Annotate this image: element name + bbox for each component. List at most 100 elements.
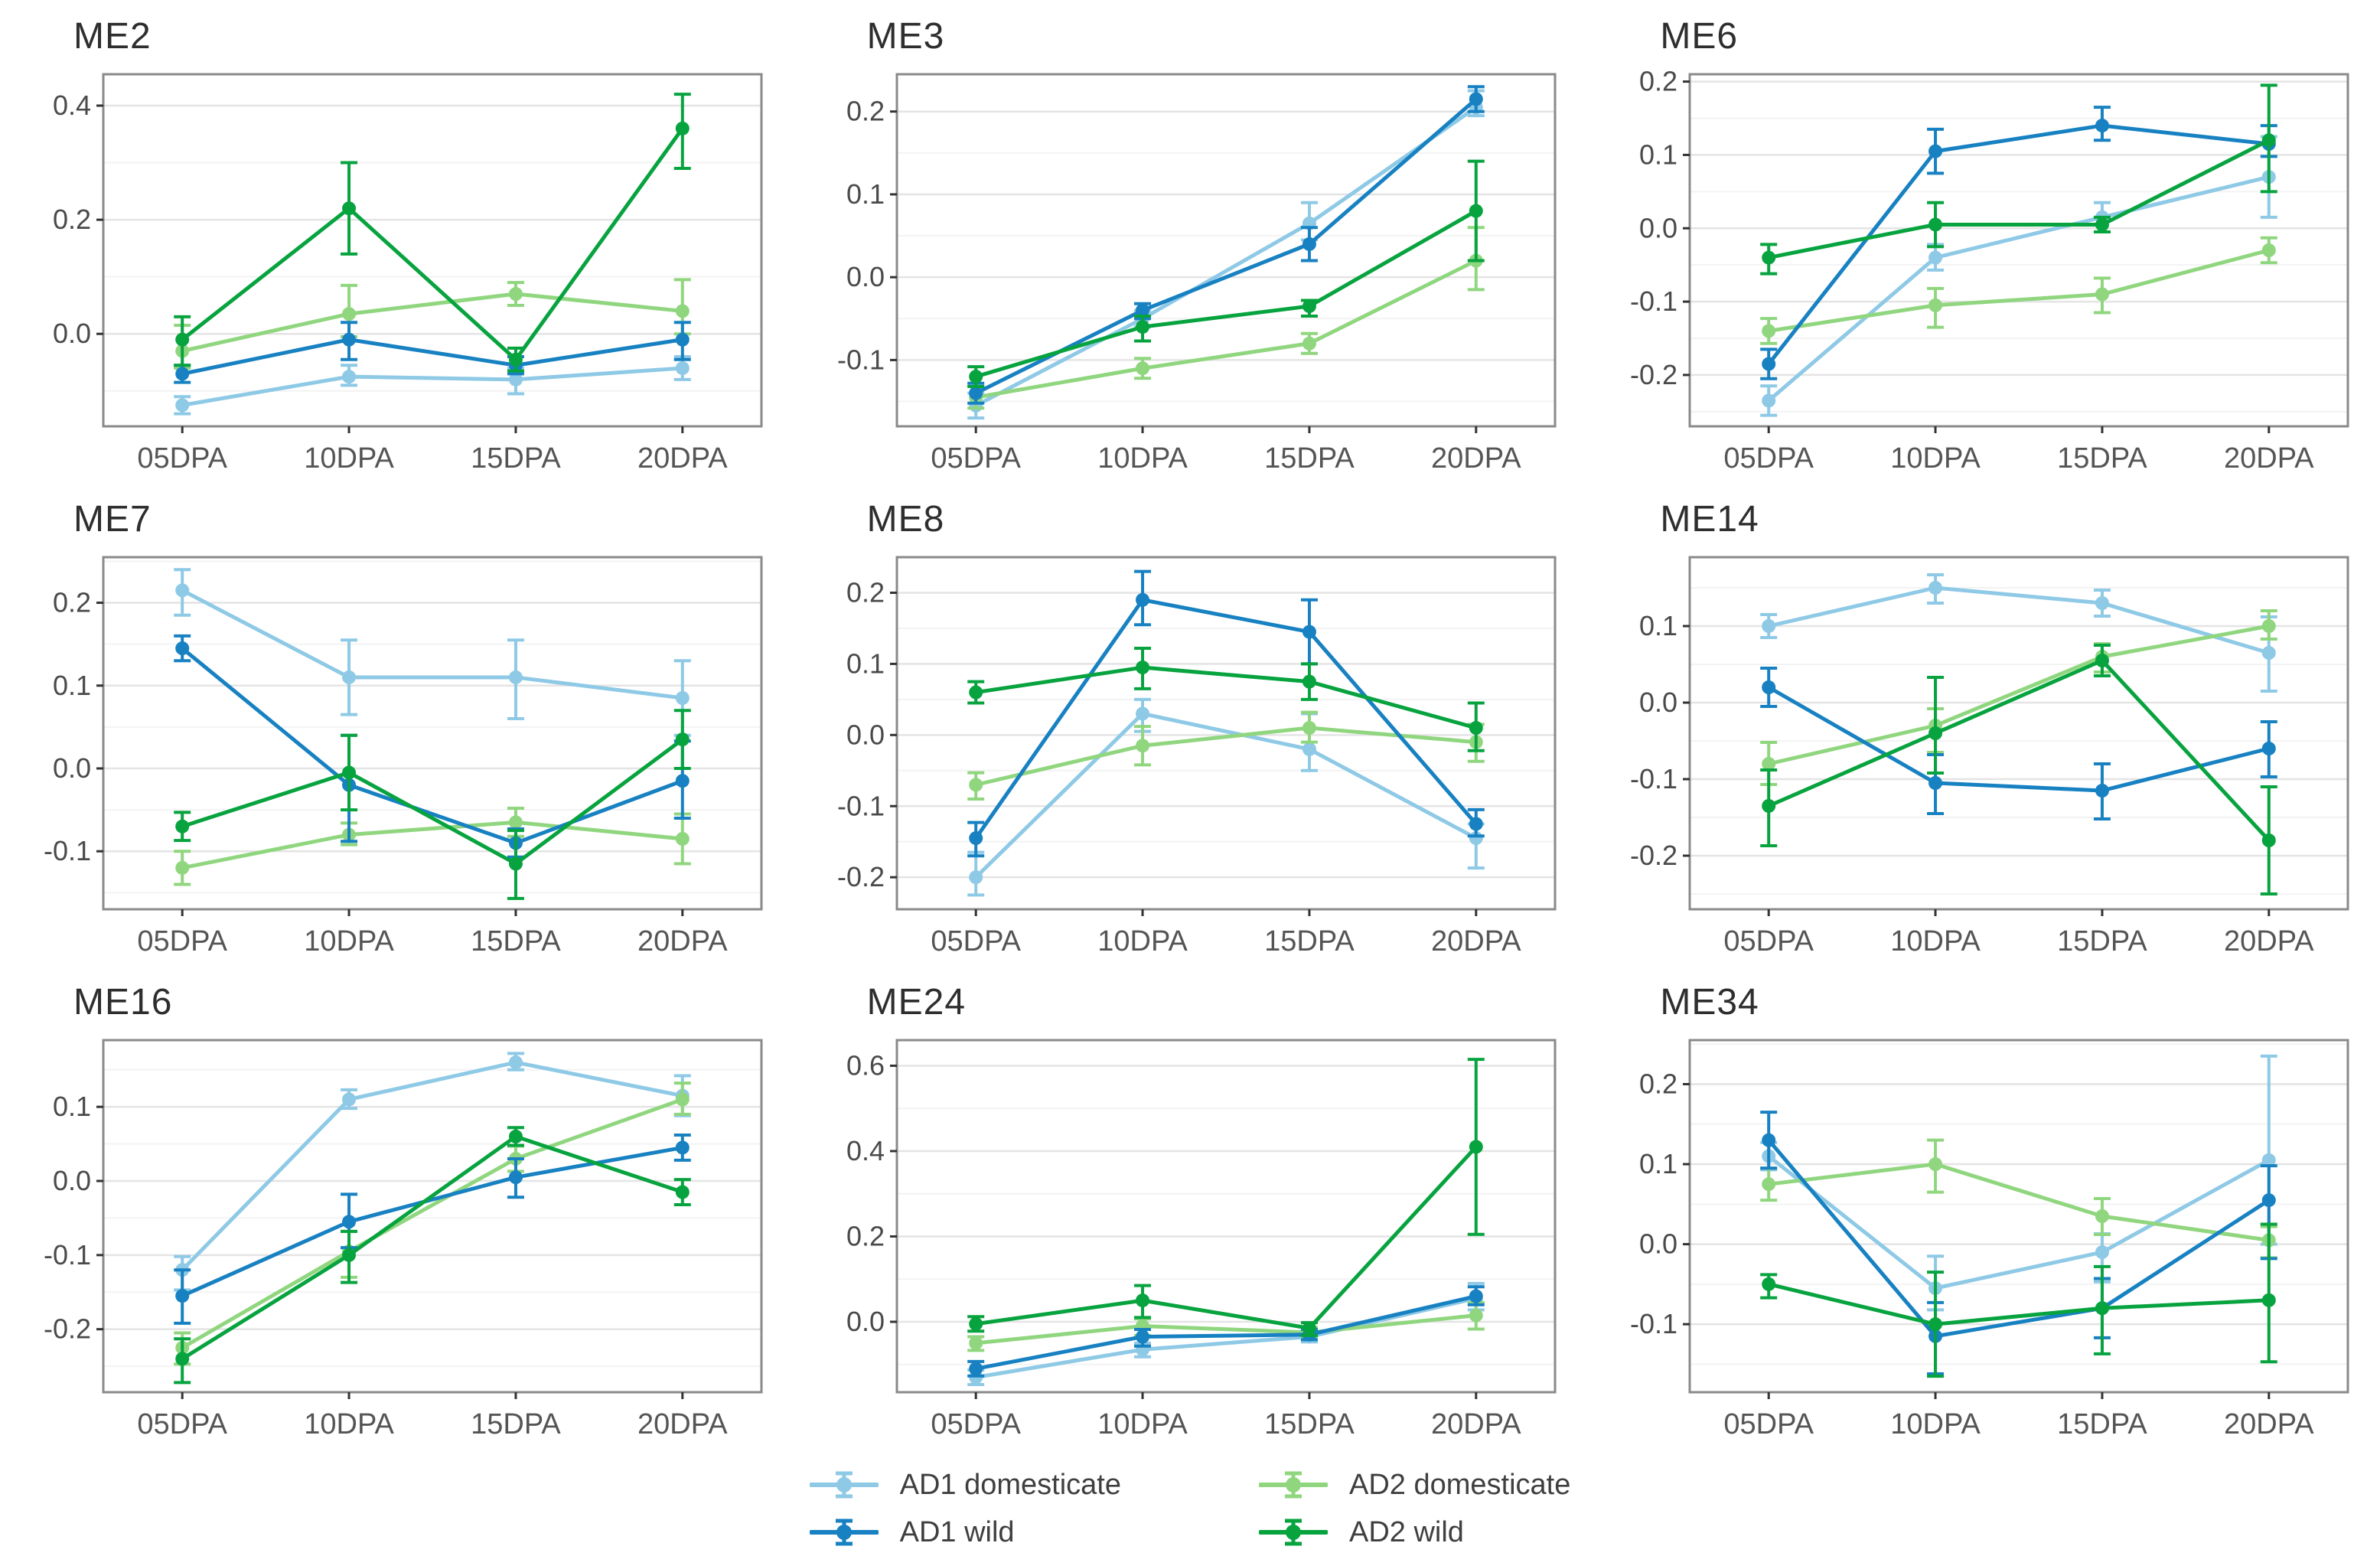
x-tick-label: 15DPA xyxy=(2057,1408,2147,1440)
data-point xyxy=(1135,739,1149,753)
gridlines-minor xyxy=(1690,117,2349,413)
y-axis: 0.0 0.2 0.4 0.6 xyxy=(846,1049,897,1337)
data-point xyxy=(1469,92,1483,106)
plot-me2: 0.0 0.2 0.4 05DPA 10DPA 15DPA 20DPA xyxy=(53,73,763,475)
data-point xyxy=(2095,1209,2110,1223)
data-point xyxy=(1302,1321,1316,1336)
data-point xyxy=(2095,1245,2110,1260)
x-axis: 05DPA 10DPA 15DPA 20DPA xyxy=(1724,1392,2315,1440)
panel-me2: ME2 0.0 0.2 0.4 05DPA 10DPA 15DPA 20DPA xyxy=(0,5,794,488)
plot-me34: -0.1 0.0 0.1 0.2 05DPA 10DPA 15DPA 20DPA xyxy=(1630,1039,2349,1440)
panel-title: ME24 xyxy=(866,982,967,1023)
data-point xyxy=(342,201,357,216)
y-tick-label: 0.1 xyxy=(1639,610,1677,641)
x-tick-label: 10DPA xyxy=(1097,1408,1188,1440)
data-point xyxy=(342,765,357,780)
data-point xyxy=(2262,1153,2277,1167)
data-point xyxy=(1928,581,1943,595)
data-point xyxy=(175,860,190,875)
x-tick-label: 05DPA xyxy=(931,1408,1021,1440)
data-point xyxy=(175,819,190,833)
data-point xyxy=(1762,357,1776,371)
gridlines-major xyxy=(103,602,761,853)
data-point xyxy=(175,367,190,381)
x-tick-label: 15DPA xyxy=(2057,442,2147,475)
data-point xyxy=(675,732,690,747)
y-tick-label: -0.1 xyxy=(1630,285,1677,317)
gridlines-major xyxy=(103,104,761,335)
panel-me34: ME34 -0.1 0.0 0.1 0.2 05DPA 10DPA 15DPA 20DPA xyxy=(1586,970,2380,1453)
y-tick-label: 0.2 xyxy=(53,587,91,618)
data-point xyxy=(342,307,357,321)
data-point xyxy=(675,360,690,375)
data-point xyxy=(2262,619,2277,633)
plot-me7: -0.1 0.0 0.1 0.2 05DPA 10DPA 15DPA 20DPA xyxy=(44,556,763,957)
legend-key-icon xyxy=(1259,1518,1328,1546)
y-tick-label: -0.2 xyxy=(44,1313,91,1345)
data-point xyxy=(1762,1177,1776,1192)
data-point xyxy=(675,691,690,705)
x-tick-label: 15DPA xyxy=(1264,1408,1355,1440)
series-ad2-wild xyxy=(967,1058,1485,1337)
x-tick-label: 20DPA xyxy=(637,925,728,957)
series-line xyxy=(973,1296,1478,1379)
panel-title: ME6 xyxy=(1660,16,1739,57)
y-tick-label: -0.2 xyxy=(1630,840,1677,871)
data-point xyxy=(1302,721,1316,736)
series-line xyxy=(1767,123,2271,367)
panel-title: ME3 xyxy=(866,16,945,57)
plot-border xyxy=(1688,556,2349,911)
panel-me16: ME16 -0.2 -0.1 0.0 0.1 05DPA 10DPA 15DPA 20DPA xyxy=(0,970,794,1453)
series-ad2-wild xyxy=(967,646,1485,752)
data-point xyxy=(1302,674,1316,689)
plot-me24: 0.0 0.2 0.4 0.6 05DPA 10DPA 15DPA 20DPA xyxy=(846,1039,1557,1440)
x-axis: 05DPA 10DPA 15DPA 20DPA xyxy=(931,1392,1521,1440)
data-point xyxy=(2095,596,2110,610)
legend-item-ad2-wild: AD2 wild xyxy=(1259,1515,1570,1550)
y-axis: -0.2 -0.1 0.0 0.1 xyxy=(44,1091,103,1345)
data-point xyxy=(675,774,690,788)
gridlines-major xyxy=(896,592,1555,879)
y-tick-label: 0.0 xyxy=(1639,687,1677,718)
gridlines-minor xyxy=(1690,587,2349,895)
plot-border xyxy=(895,73,1557,428)
series-line xyxy=(1767,624,2271,766)
series-line xyxy=(180,1134,685,1361)
x-axis: 05DPA 10DPA 15DPA 20DPA xyxy=(931,426,1521,475)
data-point xyxy=(1762,619,1776,633)
series-line xyxy=(1767,1162,2271,1242)
y-tick-label: -0.1 xyxy=(837,344,885,375)
panel-title: ME2 xyxy=(73,16,152,57)
data-point xyxy=(1928,1317,1943,1332)
series-line xyxy=(180,737,685,866)
gridlines-minor xyxy=(103,1068,761,1368)
data-point xyxy=(2262,133,2277,148)
data-point xyxy=(1928,298,1943,312)
series-ad2-wild xyxy=(1760,1222,2278,1378)
data-point xyxy=(1469,721,1483,736)
gridlines-major xyxy=(896,1065,1555,1323)
gridlines-major xyxy=(1690,1083,2349,1326)
x-tick-label: 10DPA xyxy=(304,925,394,957)
data-point xyxy=(2262,833,2277,847)
data-point xyxy=(1135,1293,1149,1308)
legend-key-icon xyxy=(1259,1471,1328,1499)
data-point xyxy=(342,1248,357,1262)
y-axis: -0.2 -0.1 0.0 0.1 xyxy=(1630,610,1690,871)
series-line xyxy=(973,209,1478,379)
data-point xyxy=(1762,1277,1776,1291)
x-tick-label: 05DPA xyxy=(137,925,227,957)
series-line xyxy=(973,105,1478,408)
data-point xyxy=(1469,1308,1483,1323)
data-point xyxy=(968,831,983,846)
data-point xyxy=(175,583,190,598)
series-line xyxy=(180,1060,685,1272)
data-point xyxy=(2095,784,2110,798)
series-line xyxy=(1767,685,2271,793)
x-axis: 05DPA 10DPA 15DPA 20DPA xyxy=(137,426,728,475)
y-tick-label: 0.0 xyxy=(846,261,885,292)
data-point xyxy=(342,670,357,684)
y-axis: 0.0 0.2 0.4 xyxy=(53,90,103,349)
data-point xyxy=(508,1055,523,1070)
series-ad2-wild xyxy=(1760,83,2278,276)
